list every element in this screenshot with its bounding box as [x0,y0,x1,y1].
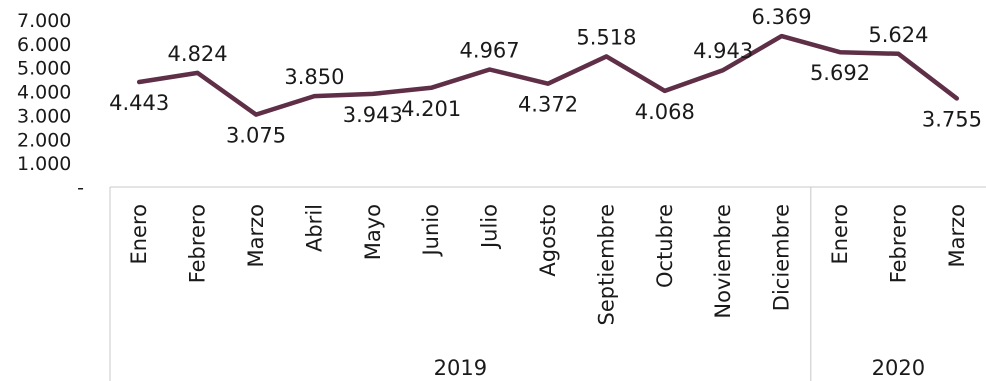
year-group-label: 2019 [434,356,487,380]
y-tick-label: 1.000 [17,153,71,175]
data-label: 3.943 [343,103,403,127]
y-tick-label: 5.000 [17,58,71,80]
data-label: 4.201 [401,97,461,121]
year-labels: 2019 2020 [434,356,925,380]
category-label: Febrero [886,204,910,283]
category-label: Agosto [536,204,560,277]
data-label: 5.692 [810,61,870,85]
category-label: Junio [419,204,443,258]
data-label: 3.755 [922,107,982,131]
data-label: 3.075 [226,124,286,148]
y-tick-label: 2.000 [17,129,71,151]
category-labels: Enero Febrero Marzo Abril Mayo Junio Julio Agos… [127,204,969,325]
data-label: 3.850 [284,65,344,89]
category-label: Enero [828,204,852,265]
data-label: 4.068 [635,100,695,124]
y-tick-label: 7.000 [17,10,71,32]
category-label: Octubre [653,204,677,288]
category-label: Febrero [186,204,210,283]
category-label: Septiembre [594,204,618,325]
category-label: Noviembre [711,204,735,319]
data-label: 4.372 [518,93,578,117]
category-label: Marzo [244,204,268,268]
category-label: Marzo [945,204,969,268]
data-label: 5.518 [576,25,636,49]
data-label: 4.443 [109,91,169,115]
data-label: 4.967 [460,39,520,63]
data-label: 5.624 [868,23,928,47]
year-group-label: 2020 [872,356,925,380]
category-axis-frame [109,186,986,381]
category-label: Julio [478,204,502,250]
category-label: Abril [302,204,326,252]
category-label: Diciembre [770,204,794,311]
series-line [136,33,960,117]
series-polyline [136,33,960,117]
data-label: 6.369 [752,5,812,29]
y-tick-label: 6.000 [17,34,71,56]
y-tick-label: 3.000 [17,105,71,127]
data-label: 4.943 [693,39,753,63]
y-tick-label: - [77,177,84,199]
category-label: Enero [127,204,151,265]
data-label: 4.824 [168,42,228,66]
y-tick-label: 4.000 [17,82,71,104]
category-label: Mayo [361,204,385,260]
